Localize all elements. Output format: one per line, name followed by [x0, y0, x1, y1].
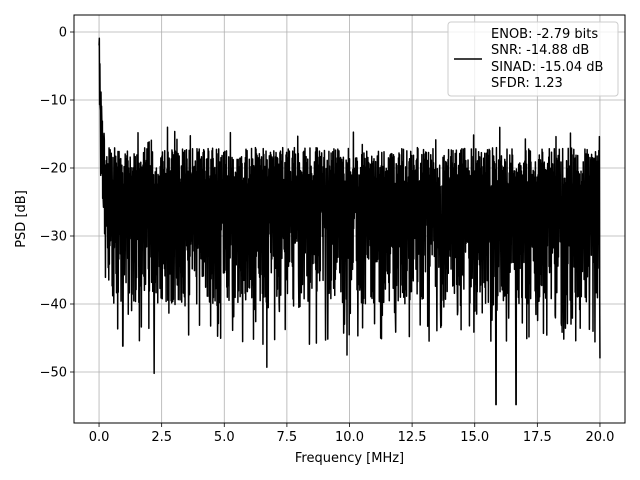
legend-entry-sfdr: SFDR: 1.23 [491, 76, 563, 91]
psd-series-line [98, 37, 601, 406]
x-tick-label: 15.0 [460, 430, 489, 445]
plot-area [98, 37, 601, 406]
legend-entry-snr: SNR: -14.88 dB [491, 43, 589, 58]
x-tick-label: 20.0 [585, 430, 614, 445]
x-axis-label: Frequency [MHz] [295, 451, 404, 466]
x-tick-label: 2.5 [151, 430, 172, 445]
legend-entry-enob: ENOB: -2.79 bits [491, 27, 598, 42]
legend-box [447, 21, 619, 97]
y-axis-label: PSD [dB] [14, 190, 29, 248]
x-tick-label: 0.0 [89, 430, 110, 445]
y-tick-label: 0 [59, 26, 67, 41]
y-tick-label: −10 [40, 94, 67, 109]
x-tick-label: 10.0 [335, 430, 364, 445]
legend-entry-sinad: SINAD: -15.04 dB [491, 60, 603, 75]
y-tick-label: −40 [40, 298, 67, 313]
x-tick-label: 17.5 [523, 430, 552, 445]
x-tick-label: 7.5 [277, 430, 298, 445]
x-axis-ticks: 0.0 2.5 5.0 7.5 10.0 12.5 15.0 17.5 20.0 [89, 423, 614, 445]
y-tick-label: −50 [40, 366, 67, 381]
y-tick-label: −20 [40, 162, 67, 177]
y-tick-label: −30 [40, 230, 67, 245]
legend: ENOB: -2.79 bits SNR: -14.88 dB SINAD: -… [447, 21, 619, 97]
x-tick-label: 12.5 [398, 430, 427, 445]
x-tick-label: 5.0 [214, 430, 235, 445]
y-axis-ticks: 0 −10 −20 −30 −40 −50 [40, 26, 74, 381]
